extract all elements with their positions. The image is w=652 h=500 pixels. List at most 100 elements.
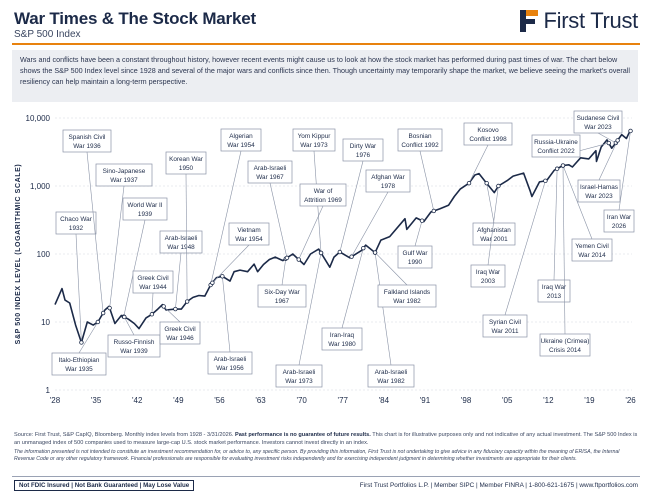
callout-marker <box>349 254 354 259</box>
callout-marker <box>372 250 378 255</box>
callout-marker <box>79 340 84 345</box>
source-bold: Past performance is no guarantee of futu… <box>234 432 371 438</box>
callout-label: Greek Civil <box>137 275 168 282</box>
callout-marker <box>161 304 166 309</box>
war-callout: Sino-Japanese War 1937 <box>95 163 153 311</box>
callout-label: Algerian <box>229 133 253 140</box>
callout-leader <box>562 165 566 335</box>
callout-marker <box>296 257 301 262</box>
callout-box <box>342 138 384 162</box>
callout-box <box>228 222 270 246</box>
war-callout: Sudanese Civil War 2023 <box>573 110 623 146</box>
callout-label: Afghan War <box>371 174 405 181</box>
callout-label: Sino-Japanese <box>103 168 146 175</box>
callout-box <box>571 238 613 262</box>
x-tick-label: '12 <box>543 396 554 405</box>
callout-label: World War II <box>127 202 162 209</box>
callout-leader <box>351 191 389 257</box>
callout-box <box>51 352 107 376</box>
contact-info: First Trust Portfolios L.P. | Member SIP… <box>359 482 638 489</box>
callout-year: War 2014 <box>578 252 606 259</box>
callout-year: 1932 <box>69 225 84 232</box>
callout-marker <box>606 140 612 146</box>
callout-box <box>257 284 307 308</box>
callout-leader <box>562 165 593 240</box>
callout-marker <box>466 180 472 186</box>
y-tick-label: 100 <box>37 250 51 259</box>
series-line-sp500 <box>54 129 632 344</box>
callout-box <box>55 211 97 235</box>
callout-leader <box>185 173 188 302</box>
callout-box <box>397 128 443 152</box>
callout-year: War 1954 <box>235 236 263 243</box>
callout-label: Russia-Ukraine <box>534 139 578 146</box>
callout-label: Falkland Islands <box>384 289 430 296</box>
callout-year: War 1973 <box>300 142 328 149</box>
callout-leader <box>151 292 154 315</box>
callout-year: War 1967 <box>256 174 284 181</box>
fdic-badge: Not FDIC Insured | Not Bank Guaranteed |… <box>14 480 195 491</box>
callout-marker <box>184 299 190 304</box>
callout-year: Attrition 1969 <box>304 197 342 204</box>
callout-leader <box>78 321 99 354</box>
callout-year: War 1944 <box>139 284 167 291</box>
callout-year: 1976 <box>356 152 371 159</box>
callout-marker <box>100 310 106 316</box>
callout-label: Spanish Civil <box>69 134 106 141</box>
y-tick-label: 1 <box>46 386 51 395</box>
callout-marker <box>628 128 633 134</box>
war-callout: Iraq War 2013 <box>537 166 571 303</box>
page-subtitle: S&P 500 Index <box>14 29 81 40</box>
x-tick-label: '77 <box>338 396 349 405</box>
callout-leader <box>468 144 489 184</box>
callout-label: Korean War <box>169 156 204 163</box>
war-callout: Yemen Civil War 2014 <box>560 163 613 262</box>
war-callout: Kosovo Conflict 1998 <box>463 122 513 186</box>
callout-box <box>365 169 411 193</box>
x-tick-label: '28 <box>50 396 61 405</box>
war-callout: World War II 1939 <box>121 197 168 319</box>
x-tick-label: '35 <box>91 396 102 405</box>
callout-year: 1990 <box>408 259 423 266</box>
callout-year: War 1937 <box>110 177 138 184</box>
x-tick-label: '91 <box>420 396 431 405</box>
callout-leader <box>269 182 288 258</box>
callout-leader <box>298 205 324 260</box>
callout-label: Israel-Hamas <box>580 184 618 191</box>
war-callout: Arab-Israeli War 1948 <box>159 230 203 312</box>
callout-year: 1967 <box>275 298 290 305</box>
x-tick-label: '05 <box>502 396 513 405</box>
callout-label: Iraq War <box>476 269 501 276</box>
source-lead: Source: First Trust, S&P CapIQ, Bloomber… <box>14 432 234 438</box>
war-callout: Arab-Israeli War 1967 <box>247 160 293 261</box>
callout-marker <box>361 245 366 251</box>
war-callout: Greek Civil War 1944 <box>132 270 174 317</box>
callout-leader <box>504 180 546 316</box>
callout-year: War 1946 <box>166 335 194 342</box>
callout-leader <box>419 150 435 212</box>
x-tick-label: '19 <box>584 396 595 405</box>
callout-label: Arab-Israeli <box>165 235 198 242</box>
war-callout: Dirty War 1976 <box>337 138 384 255</box>
callout-label: Yemen Civil <box>575 243 609 250</box>
page-title: War Times & The Stock Market <box>14 9 256 28</box>
war-callout: Afghan War 1978 <box>349 169 411 259</box>
war-callout: Falkland Islands War 1982 <box>372 250 437 308</box>
callout-marker <box>107 305 112 311</box>
x-tick-label: '63 <box>255 396 266 405</box>
callout-box <box>132 270 174 294</box>
callout-box <box>377 284 437 308</box>
callout-label: Greek Civil <box>164 326 195 333</box>
war-callout: Iraq War 2003 <box>470 183 506 288</box>
callout-leader <box>175 252 182 310</box>
x-tick-label: '49 <box>173 396 184 405</box>
callout-box <box>292 128 336 152</box>
logo-text: First Trust <box>543 8 639 33</box>
callout-box <box>482 314 528 338</box>
war-callout: Italo-Ethiopian War 1935 <box>51 319 107 376</box>
x-tick-label: '42 <box>132 396 143 405</box>
x-tick-label: '70 <box>296 396 307 405</box>
x-tick-label: '84 <box>379 396 390 405</box>
callout-marker <box>431 208 436 214</box>
war-callout: Algerian War 1954 <box>208 128 262 288</box>
